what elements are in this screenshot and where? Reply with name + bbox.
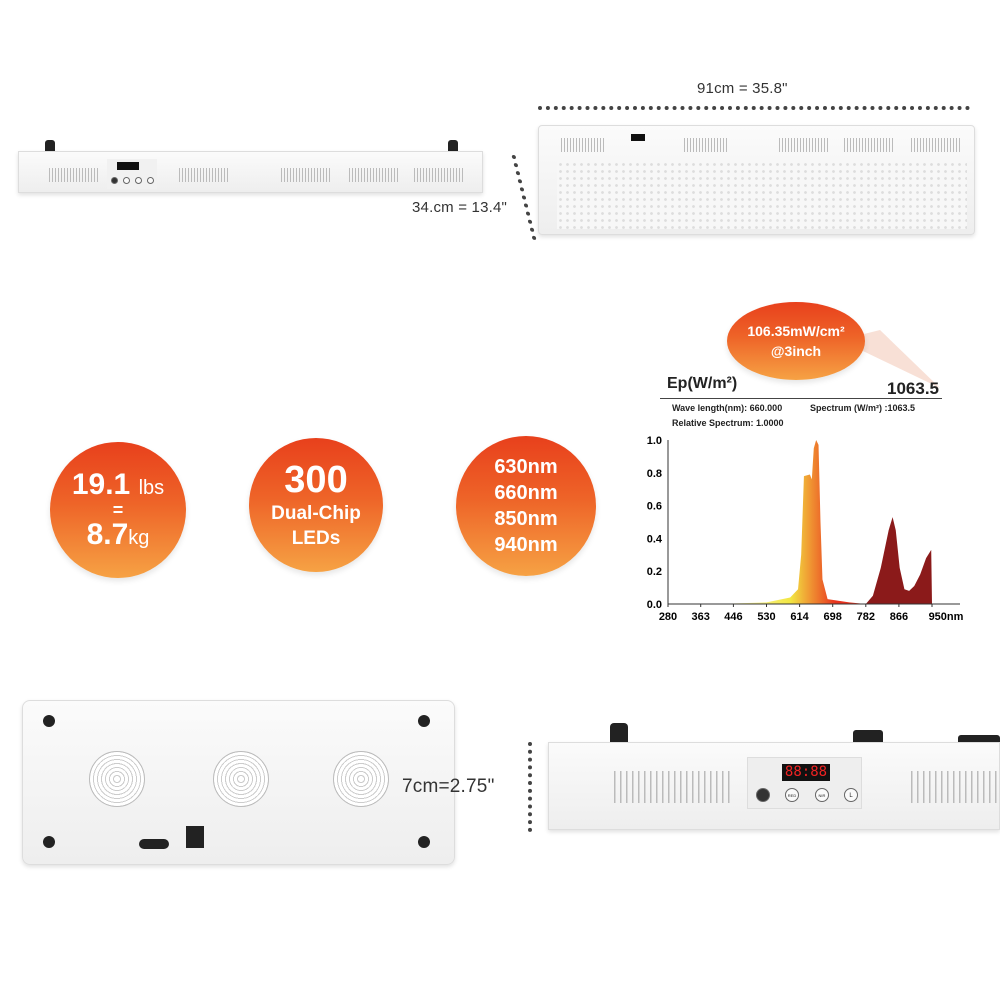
vent [614, 771, 734, 803]
vent [779, 138, 829, 152]
power-connector [853, 730, 883, 744]
vent [684, 138, 729, 152]
led-display [631, 134, 645, 141]
nir-spectrum-area [865, 517, 932, 604]
vent [911, 771, 1000, 803]
led-display: 88:88 [782, 764, 830, 781]
nir-button[interactable]: NIR [815, 788, 829, 802]
y-tick-label: 0.8 [647, 468, 662, 480]
x-tick-label: 280 [659, 611, 677, 623]
visible-red-spectrum-area [715, 440, 866, 604]
weight-lbs: 19.1 [71, 468, 131, 501]
power-button[interactable] [756, 788, 770, 802]
wavelength-660: 660nm [494, 482, 558, 504]
x-tick-label: 698 [824, 611, 842, 623]
y-tick-label: 0.4 [647, 533, 663, 545]
vent [179, 168, 229, 182]
timer-button[interactable]: L [844, 788, 858, 802]
height-dimension-line [528, 742, 532, 832]
weight-badge: 19.1 lbs = 8.7kg [50, 442, 186, 578]
led-type: Dual-Chip [271, 503, 361, 524]
irradiance-callout: 106.35mW/cm² @3inch [727, 302, 865, 380]
weight-lbs-unit: lbs [138, 477, 165, 499]
depth-dimension-line [511, 155, 537, 240]
y-tick-label: 0.6 [647, 501, 662, 513]
wavelength-940: 940nm [494, 534, 558, 556]
callout-pointer [840, 330, 940, 388]
wavelength-badge: 630nm 660nm 850nm 940nm [456, 436, 596, 576]
vent [844, 138, 894, 152]
chart-header-value: 1063.5 [887, 379, 939, 398]
control-panel: 88:88 RED NIR L [747, 757, 862, 809]
spectrum-chart: 0.0 0.2 0.4 0.6 0.8 1.0 280 363 446 530 614 698 782 8… [647, 435, 964, 623]
x-tick-label: 950nm [929, 611, 964, 623]
led-display [117, 162, 139, 170]
light-panel-front-view [538, 125, 975, 235]
x-tick-label: 782 [857, 611, 875, 623]
vent [281, 168, 331, 182]
control-panel [107, 159, 157, 189]
x-tick-label: 530 [757, 611, 775, 623]
light-panel-side-view [18, 140, 483, 195]
led-label: LEDs [291, 528, 341, 549]
chart-info-wavelength: Wave length(nm): 660.000 [672, 403, 783, 413]
vent [349, 168, 399, 182]
light-panel-detail-view: 88:88 RED NIR L [548, 720, 1000, 835]
red-button[interactable]: RED [785, 788, 799, 802]
irradiance-distance: @3inch [770, 343, 822, 359]
led-array [557, 161, 967, 229]
vent [414, 168, 464, 182]
foot [418, 715, 430, 727]
hanging-knob [610, 723, 628, 745]
height-dimension-label: 7cm=2.75" [402, 776, 495, 797]
x-tick-label: 866 [890, 611, 908, 623]
wavelength-850: 850nm [494, 508, 558, 530]
vent [561, 138, 606, 152]
foot [43, 836, 55, 848]
x-tick-label: 446 [724, 611, 742, 623]
power-connector [958, 735, 1000, 745]
y-tick-label: 0.2 [647, 566, 662, 578]
irradiance-value: 106.35mW/cm² [747, 323, 845, 339]
hanging-knob [448, 140, 458, 152]
weight-kg: 8.7 [86, 518, 129, 551]
fan-icon [89, 751, 145, 807]
depth-dimension-label: 34.cm = 13.4" [412, 199, 508, 216]
weight-kg-unit: kg [128, 527, 150, 549]
fan-icon [213, 751, 269, 807]
chart-header-label: Ep(W/m²) [667, 375, 738, 392]
x-tick-label: 614 [790, 611, 809, 623]
hanging-knob [45, 140, 55, 152]
fan-icon [333, 751, 389, 807]
power-socket [139, 839, 169, 849]
y-tick-label: 1.0 [647, 435, 662, 447]
foot [43, 715, 55, 727]
header-divider [660, 398, 942, 399]
equals-sign: = [112, 500, 124, 520]
y-tick-label: 0.0 [647, 599, 662, 611]
led-count-badge: 300 Dual-Chip LEDs [249, 438, 383, 572]
vent [49, 168, 99, 182]
width-dimension-label: 91cm = 35.8" [697, 80, 788, 97]
light-panel-back-view [22, 700, 455, 865]
x-tick-label: 363 [692, 611, 710, 623]
width-dimension-line [538, 106, 970, 110]
foot [418, 836, 430, 848]
power-switch [186, 826, 204, 848]
vent [911, 138, 961, 152]
chart-info-spectrum: Spectrum (W/m²) :1063.5 [810, 403, 916, 413]
chart-info-relative: Relative Spectrum: 1.0000 [672, 418, 784, 428]
wavelength-630: 630nm [494, 456, 558, 478]
led-count: 300 [284, 459, 348, 501]
